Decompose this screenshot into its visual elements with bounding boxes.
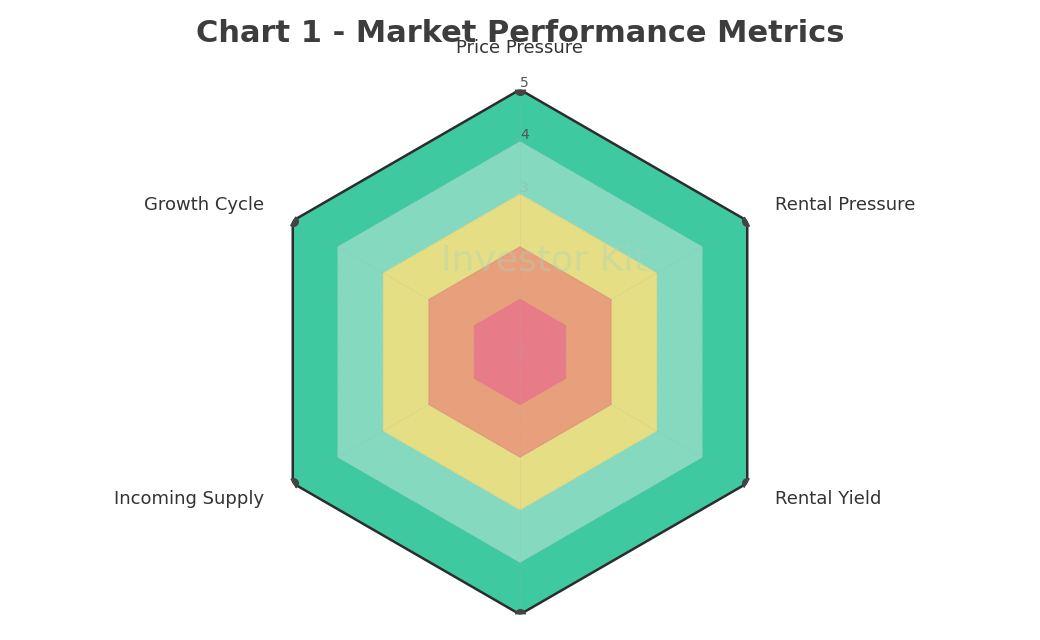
- Text: Price Pressure: Price Pressure: [457, 39, 583, 57]
- Polygon shape: [292, 90, 748, 614]
- Text: Incoming Supply: Incoming Supply: [114, 490, 264, 508]
- Polygon shape: [384, 195, 656, 509]
- Polygon shape: [474, 300, 566, 404]
- Polygon shape: [338, 142, 702, 562]
- Text: Investor Kit: Investor Kit: [441, 244, 648, 278]
- Text: Chart 1 - Market Performance Metrics: Chart 1 - Market Performance Metrics: [196, 19, 844, 48]
- Polygon shape: [430, 247, 610, 457]
- Text: Growth Cycle: Growth Cycle: [145, 196, 264, 214]
- Text: Rental Pressure: Rental Pressure: [776, 196, 916, 214]
- Text: Rental Yield: Rental Yield: [776, 490, 882, 508]
